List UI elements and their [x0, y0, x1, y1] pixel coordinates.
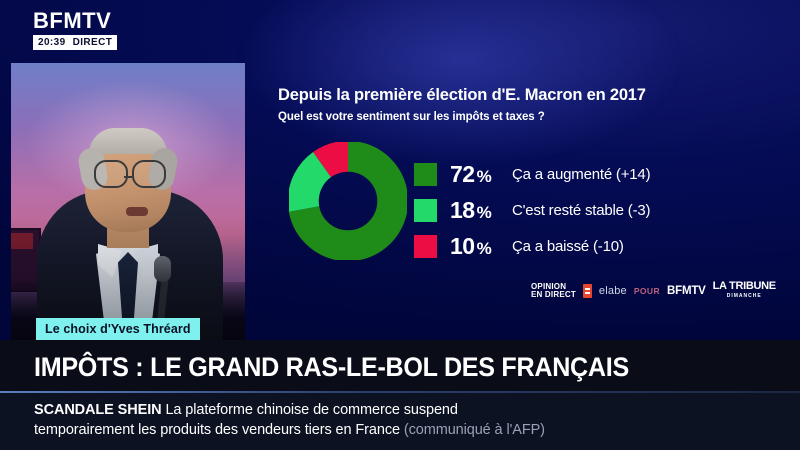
- ticker-line-1: SCANDALE SHEIN La plateforme chinoise de…: [34, 402, 458, 418]
- opinion-line-2: EN DIRECT: [531, 290, 576, 299]
- opinion-line-1: OPINION: [531, 281, 567, 291]
- ticker-line-2: temporairement les produits des vendeurs…: [34, 422, 545, 438]
- poll-subtitle: Quel est votre sentiment sur les impôts …: [278, 111, 545, 123]
- video-vignette: [11, 63, 245, 340]
- legend-label: Ça a baissé (-10): [512, 237, 624, 255]
- ticker-text-1: La plateforme chinoise de commerce suspe…: [165, 402, 458, 418]
- legend-percent-sign: %: [476, 166, 492, 186]
- legend-percent-sign: %: [476, 202, 492, 222]
- guest-hair-top: [89, 128, 167, 154]
- poll-legend: 72% Ça a augmenté (+14) 18% C'est resté …: [414, 156, 774, 264]
- la-tribune-sub: DIMANCHE: [726, 293, 762, 299]
- channel-logo-text: BFMTV: [33, 8, 112, 33]
- la-tribune-logo: LA TRIBUNE DIMANCHE: [712, 280, 777, 301]
- legend-row: 10% Ça a baissé (-10): [414, 228, 774, 264]
- headline-band: [0, 340, 800, 392]
- guest-caption: Le choix d'Yves Thréard: [36, 318, 200, 340]
- ticker-tag: SCANDALE SHEIN: [34, 402, 162, 418]
- pour-label: POUR: [633, 286, 661, 296]
- donut-segment-stable: [289, 142, 407, 260]
- legend-percent: 10%: [450, 233, 512, 260]
- legend-swatch-baisse: [414, 234, 437, 258]
- elabe-mark-icon: [582, 284, 592, 298]
- ticker-text-2: temporairement les produits des vendeurs…: [34, 422, 400, 438]
- studio-monitor: [11, 228, 41, 292]
- channel-logo: BFMTV 20:39 DIRECT: [33, 8, 118, 50]
- headline-text: IMPÔTS : LE GRAND RAS-LE-BOL DES FRANÇAI…: [34, 352, 629, 382]
- donut-svg: [289, 142, 407, 260]
- video-panel: [11, 63, 245, 340]
- opinion-en-direct-logo: OPINION EN DIRECT: [531, 281, 576, 300]
- legend-percent-value: 10: [450, 232, 475, 259]
- elabe-logo: elabe: [598, 285, 627, 297]
- background-glow: [150, 0, 770, 210]
- legend-swatch-stable: [414, 198, 437, 222]
- donut-segment-baisse: [289, 142, 407, 260]
- legend-label: Ça a augmenté (+14): [512, 165, 651, 183]
- clock-time: 20:39: [38, 37, 66, 48]
- legend-label: C'est resté stable (-3): [512, 201, 651, 219]
- poll-block: Depuis la première élection d'E. Macron …: [278, 86, 788, 123]
- legend-percent-sign: %: [476, 238, 492, 258]
- poll-title: Depuis la première élection d'E. Macron …: [278, 86, 646, 104]
- legend-percent-value: 18: [450, 196, 475, 223]
- legend-percent: 18%: [450, 197, 512, 224]
- live-badge: 20:39 DIRECT: [33, 35, 118, 50]
- partner-bfmtv-logo: BFMTV: [667, 285, 706, 297]
- legend-row: 72% Ça a augmenté (+14): [414, 156, 774, 192]
- partner-credits: OPINION EN DIRECT elabe POUR BFMTV LA TR…: [531, 281, 776, 301]
- guest-glasses-bridge: [124, 175, 132, 178]
- legend-percent-value: 72: [450, 160, 475, 187]
- legend-swatch-augmente: [414, 162, 437, 186]
- microphone-icon: [154, 256, 171, 282]
- guest-glasses-right: [132, 160, 166, 188]
- legend-percent: 72%: [450, 161, 512, 188]
- guest-mouth: [126, 207, 148, 216]
- live-label: DIRECT: [72, 37, 113, 48]
- legend-row: 18% C'est resté stable (-3): [414, 192, 774, 228]
- band-divider: [0, 391, 800, 393]
- donut-chart: [289, 142, 407, 260]
- ticker-source: (communiqué à l'AFP): [403, 422, 545, 438]
- guest-glasses-left: [94, 160, 128, 188]
- la-tribune-title: LA TRIBUNE: [712, 280, 777, 292]
- news-ticker: [0, 393, 800, 450]
